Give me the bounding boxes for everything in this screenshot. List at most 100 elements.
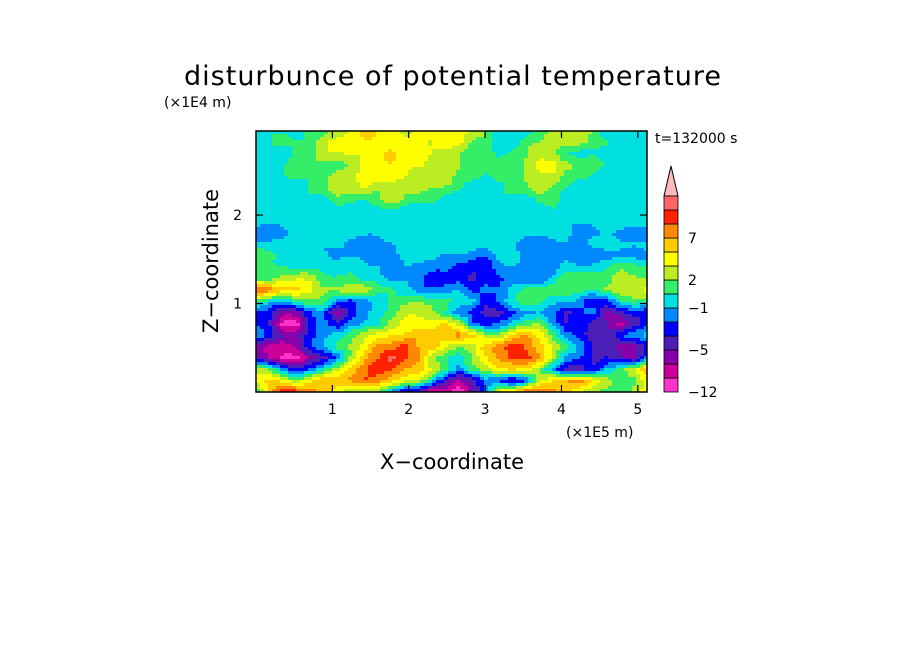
field-cell <box>368 242 373 246</box>
field-cell <box>456 281 461 285</box>
field-cell <box>348 143 353 147</box>
field-cell <box>284 242 289 246</box>
field-cell <box>520 131 525 135</box>
field-cell <box>340 245 345 249</box>
field-cell <box>364 170 369 174</box>
field-cell <box>636 164 641 168</box>
field-cell <box>332 212 337 216</box>
field-cell <box>464 221 469 225</box>
field-cell <box>544 221 549 225</box>
field-cell <box>268 212 273 216</box>
field-cell <box>340 137 345 141</box>
field-cell <box>548 251 553 255</box>
field-cell <box>372 206 377 210</box>
field-cell <box>380 221 385 225</box>
field-cell <box>400 239 405 243</box>
field-cell <box>288 269 293 273</box>
field-cell <box>592 182 597 186</box>
field-cell <box>584 149 589 153</box>
field-cell <box>532 266 537 270</box>
field-cell <box>384 227 389 231</box>
field-cell <box>456 167 461 171</box>
field-cell <box>512 236 517 240</box>
field-cell <box>580 170 585 174</box>
field-cell <box>260 167 265 171</box>
field-cell <box>436 200 441 204</box>
field-cell <box>412 206 417 210</box>
field-cell <box>552 155 557 159</box>
field-cell <box>536 188 541 192</box>
field-cell <box>420 191 425 195</box>
field-cell <box>264 275 269 279</box>
field-cell <box>296 242 301 246</box>
field-cell <box>280 170 285 174</box>
field-cell <box>556 281 561 285</box>
field-cell <box>428 269 433 273</box>
field-cell <box>316 227 321 231</box>
field-cell <box>392 215 397 219</box>
field-cell <box>492 281 497 285</box>
field-cell <box>492 275 497 279</box>
field-cell <box>544 227 549 231</box>
field-cell <box>272 149 277 153</box>
field-cell <box>368 257 373 261</box>
field-cell <box>532 248 537 252</box>
field-cell <box>424 257 429 261</box>
field-cell <box>560 239 565 243</box>
field-cell <box>592 209 597 213</box>
field-cell <box>432 218 437 222</box>
field-cell <box>460 167 465 171</box>
field-cell <box>448 260 453 264</box>
field-cell <box>520 209 525 213</box>
field-cell <box>620 257 625 261</box>
field-cell <box>500 182 505 186</box>
field-cell <box>412 254 417 258</box>
field-cell <box>536 164 541 168</box>
field-cell <box>552 164 557 168</box>
field-cell <box>292 155 297 159</box>
field-cell <box>260 281 265 285</box>
field-cell <box>600 281 605 285</box>
field-cell <box>352 263 357 267</box>
field-cell <box>300 218 305 222</box>
field-cell <box>420 188 425 192</box>
field-cell <box>560 242 565 246</box>
field-cell <box>308 167 313 171</box>
field-cell <box>620 263 625 267</box>
field-cell <box>552 203 557 207</box>
field-cell <box>560 140 565 144</box>
field-cell <box>424 155 429 159</box>
field-cell <box>608 170 613 174</box>
field-cell <box>436 257 441 261</box>
field-cell <box>576 281 581 285</box>
field-cell <box>500 191 505 195</box>
field-cell <box>332 278 337 282</box>
field-cell <box>536 209 541 213</box>
field-cell <box>448 248 453 252</box>
field-cell <box>520 230 525 234</box>
field-cell <box>632 215 637 219</box>
field-cell <box>392 272 397 276</box>
field-cell <box>404 239 409 243</box>
field-cell <box>396 224 401 228</box>
field-cell <box>632 275 637 279</box>
field-cell <box>608 248 613 252</box>
field-cell <box>332 227 337 231</box>
field-cell <box>520 167 525 171</box>
field-cell <box>348 197 353 201</box>
field-cell <box>452 161 457 165</box>
field-cell <box>280 197 285 201</box>
field-cell <box>312 146 317 150</box>
field-cell <box>608 236 613 240</box>
field-cell <box>380 242 385 246</box>
field-cell <box>500 164 505 168</box>
field-cell <box>496 260 501 264</box>
field-cell <box>576 146 581 150</box>
field-cell <box>468 233 473 237</box>
field-cell <box>388 281 393 285</box>
field-cell <box>260 239 265 243</box>
field-cell <box>468 227 473 231</box>
field-cell <box>300 143 305 147</box>
field-cell <box>592 170 597 174</box>
field-cell <box>308 206 313 210</box>
